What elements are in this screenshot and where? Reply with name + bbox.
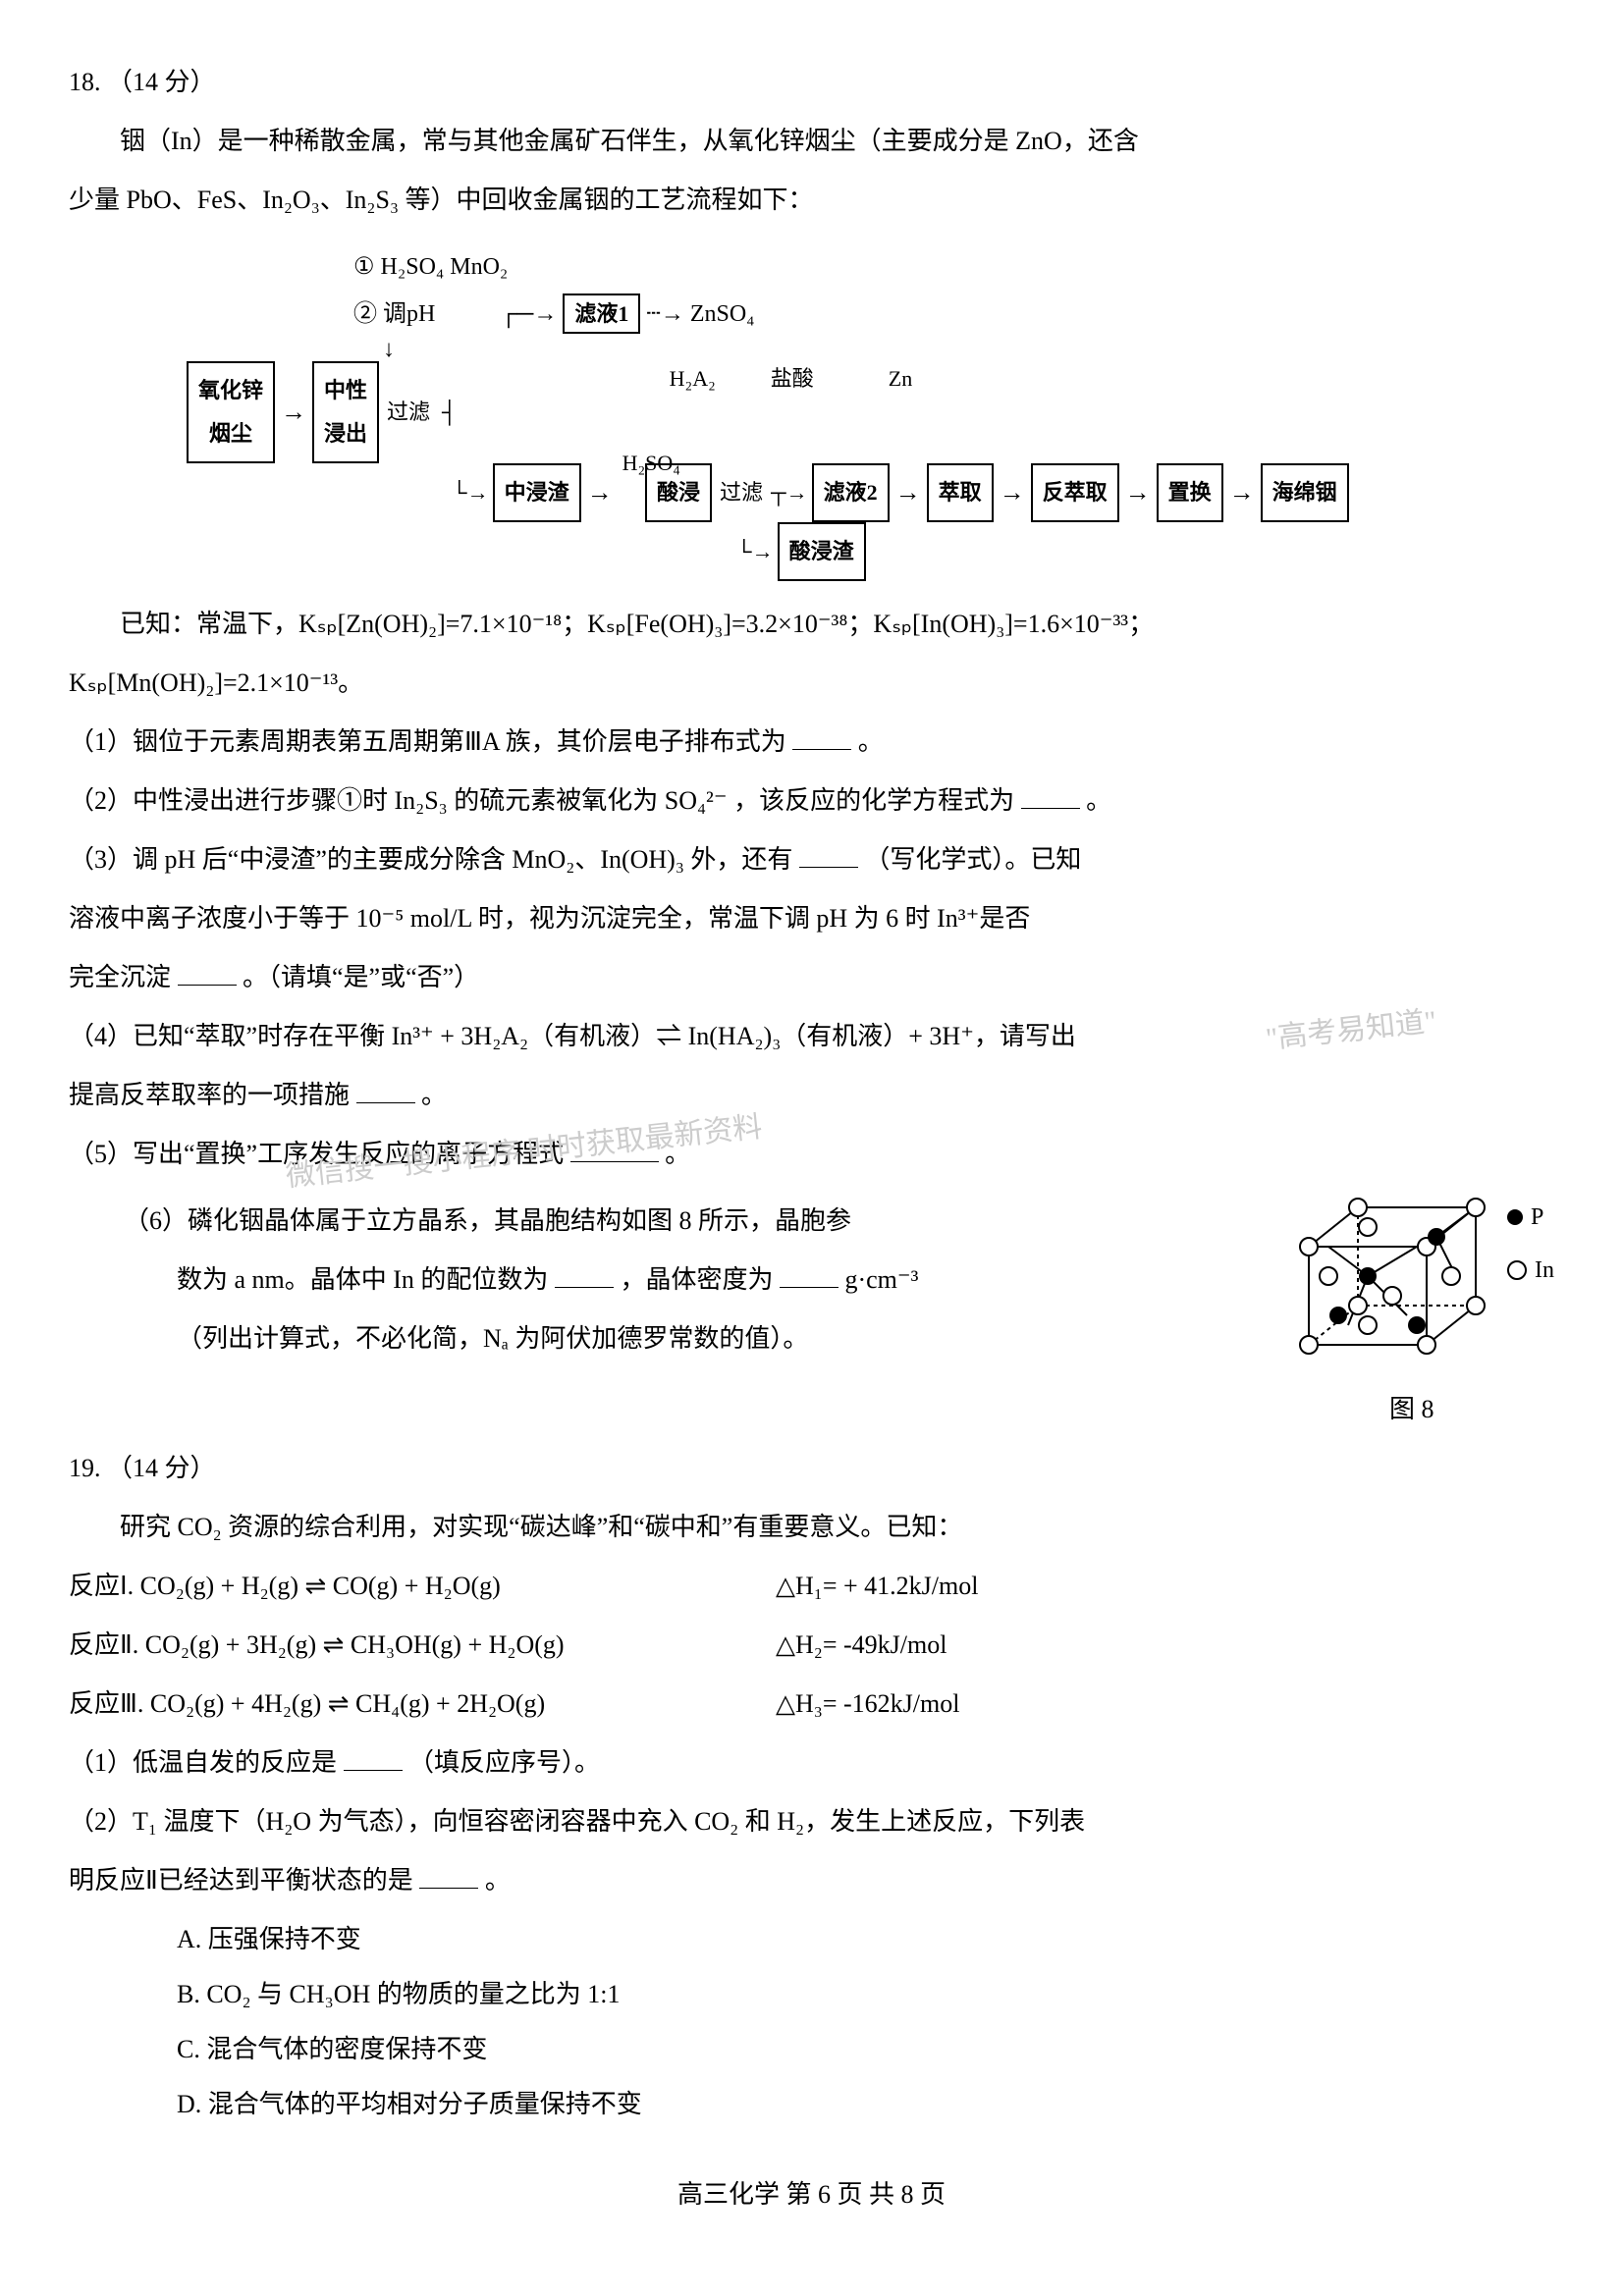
q18-p3-l1: （3）调 pH 后“中浸渣”的主要成分除含 MnO₂、In(OH)₃ 外，还有 … [69,834,1554,885]
q18-header: 18. （14 分） [69,57,1554,108]
q18-p4b: 提高反萃取率的一项措施 [69,1081,350,1109]
q19-r3: 反应Ⅲ. CO₂(g) + 4H₂(g) ⇌ CH₄(g) + 2H₂O(g) … [69,1679,1554,1730]
q18-p3e: 。（请填“是”或“否”） [243,963,479,991]
flow-suanjinzha: 酸浸渣 [778,522,866,581]
q19-p1a: （1）低温自发的反应是 [69,1748,337,1777]
q18-p6-l1: （6）磷化铟晶体属于立方晶系，其晶胞结构如图 8 所示，晶胞参 [124,1196,1270,1247]
q18-p1-text: （1）铟位于元素周期表第五周期第ⅢA 族，其价层电子排布式为 [69,727,786,756]
q19-p2b: 明反应Ⅱ已经达到平衡状态的是 [69,1866,413,1895]
q18-p6b: 数为 a nm。晶体中 In 的配位数为 [177,1265,548,1294]
flow-znso4: ZnSO₄ [690,301,755,327]
legend-in-dot [1507,1260,1527,1280]
flow-zn: Zn [885,357,916,400]
q18-p3b: （写化学式）。已知 [864,845,1081,874]
q18-p4-end: 。 [421,1081,447,1109]
q18-p5: （5）写出“置换”工序发生反应的离子方程式 。 [69,1129,1554,1180]
q18-p2-end: 。 [1086,786,1111,815]
q18-intro-2: 少量 PbO、FeS、In₂O₃、In₂S₃ 等）中回收金属铟的工艺流程如下： [69,175,1554,226]
q19-r1-right: △H₁= + 41.2kJ/mol [776,1561,978,1612]
q18-ksp-1: 已知：常温下，Kₛₚ[Zn(OH)₂]=7.1×10⁻¹⁸；Kₛₚ[Fe(OH)… [69,599,1554,650]
q18-p1-blank[interactable] [792,721,851,750]
q18-p3-l3: 完全沉淀 。（请填“是”或“否”） [69,952,1554,1003]
q18-flowchart: ① H₂SO₄ MnO₂ ② 调pH ┌─→ 滤液1 ┄→ ZnSO₄ ↓ 氧化… [187,243,1554,581]
flow-yansuan: 盐酸 [767,357,818,400]
q18-p4-l1: （4）已知“萃取”时存在平衡 In³⁺ + 3H₂A₂（有机液）⇌ In(HA₂… [69,1011,1554,1062]
q19-p1-blank[interactable] [344,1741,403,1771]
flow-h2so4: H₂SO₄ [619,442,684,485]
q18-figure8: P In 图 8 [1270,1188,1555,1435]
q18-p3d: 完全沉淀 [69,963,171,991]
q19-p2-l1: （2）T₁ 温度下（H₂O 为气态），向恒容密闭容器中充入 CO₂ 和 H₂，发… [69,1796,1554,1847]
q19-r1: 反应Ⅰ. CO₂(g) + H₂(g) ⇌ CO(g) + H₂O(g) △H₁… [69,1561,1554,1612]
flow-yanchen: 氧化锌 烟尘 [187,361,275,463]
q18-ksp-2: Kₛₚ[Mn(OH)₂]=2.1×10⁻¹³。 [69,658,1554,709]
flow-guolv-2: 过滤 [716,471,767,514]
q19-r3-right: △H₃= -162kJ/mol [776,1679,959,1730]
flow-zhongjinzha: 中浸渣 [493,463,581,522]
q18-p2-text: （2）中性浸出进行步骤①时 In₂S₃ 的硫元素被氧化为 SO₄²⁻ ，该反应的… [69,786,1014,815]
q19-p2-blank[interactable] [419,1859,478,1889]
q18-p4-l2: 提高反萃取率的一项措施 。 [69,1070,1554,1121]
q18-p6-blank2[interactable] [780,1258,839,1288]
q18-p2: （2）中性浸出进行步骤①时 In₂S₃ 的硫元素被氧化为 SO₄²⁻ ，该反应的… [69,775,1554,827]
flow-fancuiqu: 反萃取 [1031,463,1119,522]
q18-p5-blank[interactable] [570,1133,659,1162]
flow-lvye2: 滤液2 [812,463,890,522]
flow-lvye1: 滤液1 [563,294,640,334]
q19-p2-end: 。 [485,1866,511,1895]
flow-step2-txt: ② 调pH [353,301,435,327]
q18-p5a: （5）写出“置换”工序发生反应的离子方程式 [69,1140,564,1168]
flow-step1: ① H₂SO₄ MnO₂ [353,243,1554,291]
flow-zhihuan: 置换 [1157,463,1223,522]
q19-p1: （1）低温自发的反应是 （填反应序号）。 [69,1737,1554,1789]
crystal-cell-svg [1270,1188,1486,1384]
q18-p2-blank[interactable] [1021,779,1080,809]
q19-r2-left: 反应Ⅱ. CO₂(g) + 3H₂(g) ⇌ CH₃OH(g) + H₂O(g) [69,1620,776,1671]
q19-opt-c: C. 混合气体的密度保持不变 [177,2024,1554,2075]
page-footer: 高三化学 第 6 页 共 8 页 [69,2169,1554,2220]
q19-r2-right: △H₂= -49kJ/mol [776,1620,947,1671]
q18-p1-end: 。 [858,727,884,756]
q19-r3-left: 反应Ⅲ. CO₂(g) + 4H₂(g) ⇌ CH₄(g) + 2H₂O(g) [69,1679,776,1730]
flow-zhongxing: 中性 浸出 [312,361,379,463]
q18-p3-l2: 溶液中离子浓度小于等于 10⁻⁵ mol/L 时，视为沉淀完全，常温下调 pH … [69,893,1554,944]
legend-p-dot [1507,1209,1523,1225]
q19-header: 19. （14 分） [69,1443,1554,1494]
legend-p: P [1531,1194,1543,1241]
q19-opt-b: B. CO₂ 与 CH₃OH 的物质的量之比为 1:1 [177,1969,1554,2020]
q19-opt-a: A. 压强保持不变 [177,1914,1554,1965]
q19-opt-d: D. 混合气体的平均相对分子质量保持不变 [177,2079,1554,2130]
q19-p2-l2: 明反应Ⅱ已经达到平衡状态的是 。 [69,1855,1554,1906]
q18-p5-end: 。 [665,1140,690,1168]
legend-in: In [1535,1247,1554,1294]
q18-p3-blank2[interactable] [178,956,237,986]
q18-p6-l3: （列出计算式，不必化简，Nₐ 为阿伏加德罗常数的值）。 [177,1313,1270,1364]
q18-p4-blank[interactable] [356,1074,415,1103]
q18-p6-blank1[interactable] [555,1258,614,1288]
arrow-1: → [279,387,308,438]
flow-guolv-1: 过滤 [383,391,434,434]
q18-p6-l2: 数为 a nm。晶体中 In 的配位数为 ，晶体密度为 g·cm⁻³ [177,1255,1270,1306]
q19-r1-left: 反应Ⅰ. CO₂(g) + H₂(g) ⇌ CO(g) + H₂O(g) [69,1561,776,1612]
q19-p1b: （填反应序号）。 [408,1748,600,1777]
q19-r2: 反应Ⅱ. CO₂(g) + 3H₂(g) ⇌ CH₃OH(g) + H₂O(g)… [69,1620,1554,1671]
flow-cuiqu: 萃取 [927,463,994,522]
crystal-legend: P In [1507,1188,1554,1300]
q18-p3a: （3）调 pH 后“中浸渣”的主要成分除含 MnO₂、In(OH)₃ 外，还有 [69,845,792,874]
q19-intro: 研究 CO₂ 资源的综合利用，对实现“碳达峰”和“碳中和”有重要意义。已知： [69,1502,1554,1553]
q18-intro-1: 铟（In）是一种稀散金属，常与其他金属矿石伴生，从氧化锌烟尘（主要成分是 ZnO… [69,116,1554,167]
q18-p6d: g·cm⁻³ [844,1265,918,1294]
figure8-caption: 图 8 [1270,1384,1555,1435]
flow-h2a2: H₂A₂ [666,357,720,400]
q18-p3-blank1[interactable] [799,838,858,868]
flow-step2: ② 调pH ┌─→ 滤液1 ┄→ ZnSO₄ [353,291,1554,338]
flow-haimian: 海绵铟 [1261,463,1349,522]
q18-p6c: ，晶体密度为 [620,1265,773,1294]
q18-p1: （1）铟位于元素周期表第五周期第ⅢA 族，其价层电子排布式为 。 [69,717,1554,768]
